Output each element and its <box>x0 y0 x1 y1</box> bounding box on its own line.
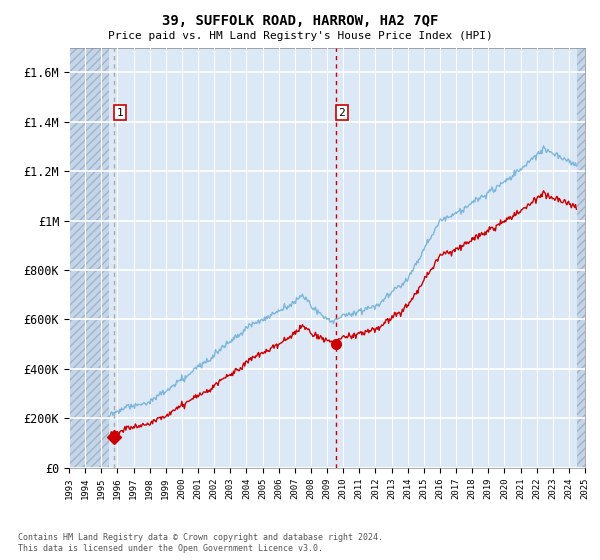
Text: Price paid vs. HM Land Registry's House Price Index (HPI): Price paid vs. HM Land Registry's House … <box>107 31 493 41</box>
Text: 39, SUFFOLK ROAD, HARROW, HA2 7QF: 39, SUFFOLK ROAD, HARROW, HA2 7QF <box>162 14 438 28</box>
Bar <box>577 48 585 468</box>
Text: 2: 2 <box>338 108 345 118</box>
Bar <box>69 48 109 468</box>
Text: 1: 1 <box>116 108 123 118</box>
Text: Contains HM Land Registry data © Crown copyright and database right 2024.
This d: Contains HM Land Registry data © Crown c… <box>18 533 383 553</box>
